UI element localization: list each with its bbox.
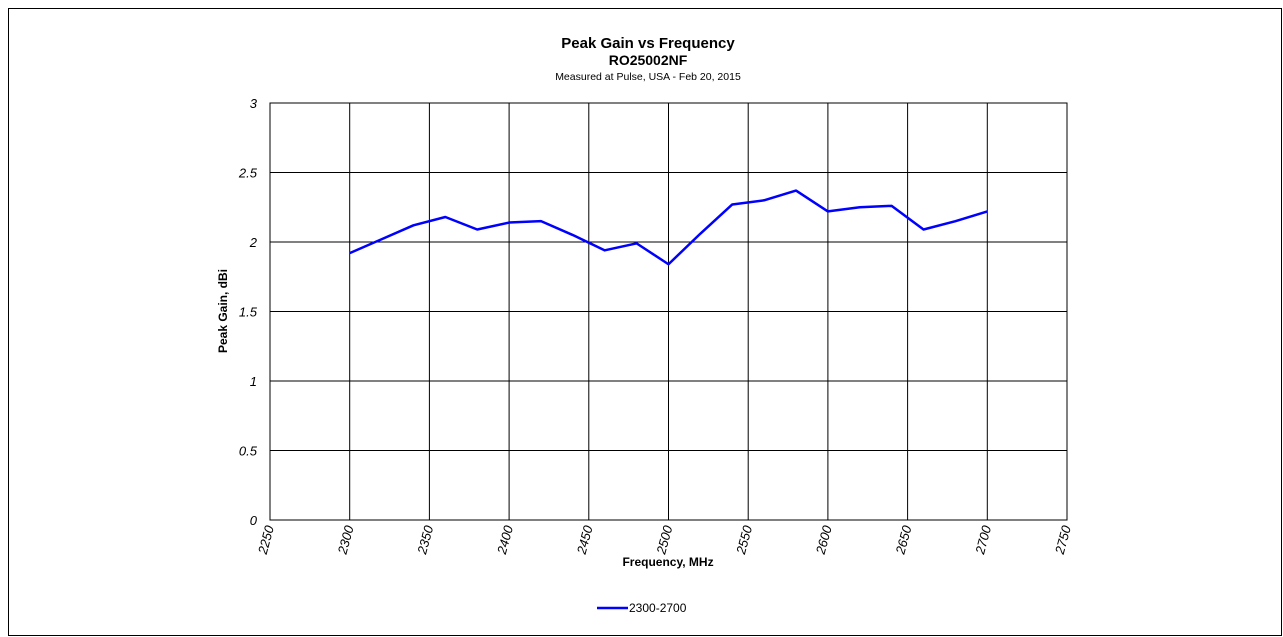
legend-label: 2300-2700	[629, 601, 687, 615]
y-tick-label: 2	[249, 235, 258, 250]
x-axis-label: Frequency, MHz	[622, 555, 713, 569]
chart-note: Measured at Pulse, USA - Feb 20, 2015	[555, 71, 741, 83]
chart-subtitle: RO25002NF	[609, 52, 688, 68]
y-tick-label: 1.5	[239, 305, 258, 320]
y-tick-label: 1	[250, 374, 257, 389]
y-tick-label: 0	[250, 513, 258, 528]
y-tick-label: 0.5	[239, 444, 258, 459]
y-tick-label: 2.5	[238, 166, 258, 181]
y-axis-label: Peak Gain, dBi	[216, 269, 230, 353]
chart-title: Peak Gain vs Frequency	[561, 35, 735, 52]
data-line	[349, 189, 988, 266]
y-tick-label: 3	[250, 96, 258, 111]
